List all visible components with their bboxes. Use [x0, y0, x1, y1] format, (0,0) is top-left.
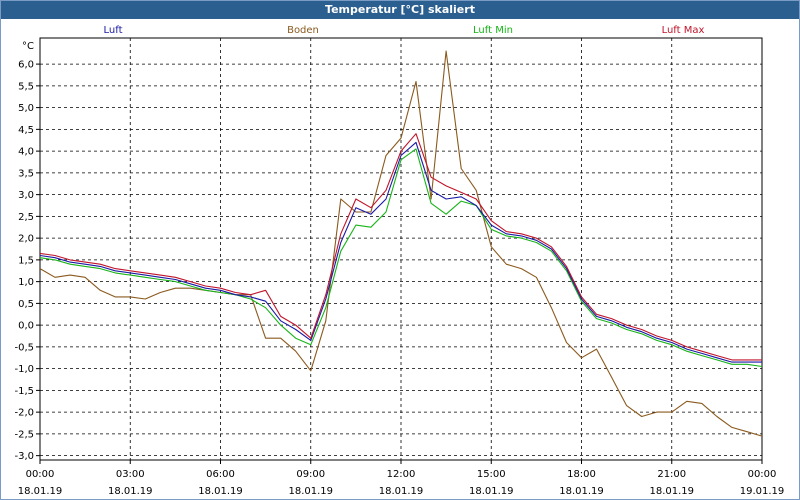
- x-tick-time: 09:00: [296, 469, 325, 480]
- y-tick-label: -2,5: [14, 429, 34, 440]
- y-tick-label: -1,0: [14, 364, 34, 375]
- x-tick-date: 18.01.19: [649, 486, 694, 497]
- x-tick-time: 18:00: [567, 469, 596, 480]
- x-tick-date: 18.01.19: [559, 486, 604, 497]
- y-tick-label: -3,0: [14, 451, 34, 462]
- x-tick-time: 03:00: [116, 469, 145, 480]
- x-tick-date: 18.01.19: [198, 486, 243, 497]
- y-tick-label: 2,0: [18, 234, 34, 245]
- series-line-luft: [39, 141, 762, 363]
- series-line-boden: [39, 50, 763, 437]
- tick-labels: 6,0 5,5 5,0 4,5 4,0 3,5 3,0 2,5 2,0 1,5 1,0 0,5 0,0 -…: [14, 41, 784, 497]
- y-tick-label: 3,0: [18, 190, 34, 201]
- legend-entry-luft-min: Luft Min: [473, 25, 513, 36]
- y-tick-label: 0,5: [18, 299, 34, 310]
- x-tick-time: 06:00: [206, 469, 235, 480]
- chart-title: Temperatur [°C] skaliert: [1, 1, 799, 19]
- y-tick-label: 1,0: [18, 277, 34, 288]
- axes: [36, 37, 763, 464]
- series-line-luft-max: [39, 133, 762, 361]
- y-tick-label: -2,0: [14, 408, 34, 419]
- x-tick-time: 15:00: [477, 469, 506, 480]
- y-axis-label: °C: [22, 41, 34, 52]
- legend-entry-luft-max: Luft Max: [662, 25, 705, 36]
- y-tick-label: 4,0: [18, 147, 34, 158]
- x-tick-time: 21:00: [657, 469, 686, 480]
- y-tick-label: -0,5: [14, 342, 34, 353]
- y-tick-label: 0,0: [18, 321, 34, 332]
- x-tick-date: 18.01.19: [469, 486, 514, 497]
- legend: Luft Boden Luft Min Luft Max: [104, 25, 705, 36]
- x-tick-date: 18.01.19: [288, 486, 333, 497]
- x-tick-date: 18.01.19: [108, 486, 153, 497]
- y-tick-label: 4,5: [18, 125, 34, 136]
- y-tick-label: 2,5: [18, 212, 34, 223]
- x-tick-date: 19.01.19: [740, 486, 785, 497]
- legend-entry-luft: Luft: [104, 25, 123, 36]
- y-tick-label: -1,5: [14, 386, 34, 397]
- series-group: [39, 50, 763, 437]
- series-line-luft-min: [39, 148, 763, 368]
- x-tick-time: 00:00: [26, 469, 55, 480]
- y-tick-label: 1,5: [18, 255, 34, 266]
- y-tick-label: 5,5: [18, 81, 34, 92]
- x-tick-date: 18.01.19: [18, 486, 63, 497]
- y-tick-label: 6,0: [18, 60, 34, 71]
- legend-entry-boden: Boden: [287, 25, 319, 36]
- y-tick-label: 5,0: [18, 103, 34, 114]
- grid: [40, 38, 762, 460]
- x-tick-date: 18.01.19: [379, 486, 424, 497]
- x-tick-time: 00:00: [748, 469, 777, 480]
- y-tick-label: 3,5: [18, 168, 34, 179]
- x-tick-time: 12:00: [387, 469, 416, 480]
